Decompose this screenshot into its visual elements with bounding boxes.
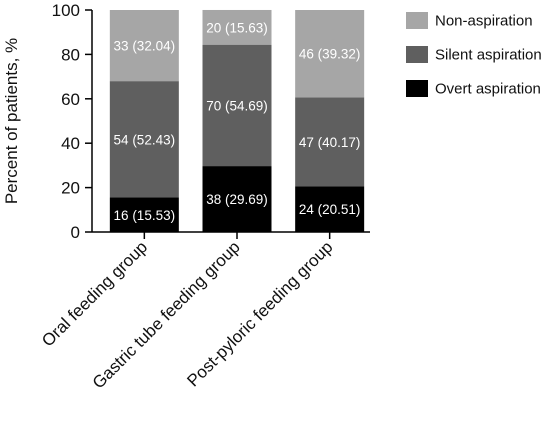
data-label: 24 (20.51) — [299, 202, 361, 217]
bars: 16 (15.53) 54 (52.43) 33 (32.04) 38 (29.69)… — [109, 9, 365, 232]
bar-segment — [295, 186, 365, 232]
legend-label: Non-aspiration — [435, 13, 533, 30]
legend: Non-aspiration Silent aspiration Overt asp… — [406, 12, 542, 98]
y-tick-label: 60 — [61, 90, 80, 109]
data-label: 38 (29.69) — [206, 192, 268, 207]
y-tick-label: 0 — [71, 223, 80, 242]
y-tick-label: 40 — [61, 134, 80, 153]
data-label: 20 (15.63) — [206, 20, 268, 35]
data-label: 70 (54.69) — [206, 98, 268, 113]
bar-segment — [202, 9, 272, 45]
data-label: 33 (32.04) — [114, 39, 176, 54]
bar-segment — [202, 166, 272, 232]
data-label: 16 (15.53) — [114, 208, 176, 223]
bar-segment — [109, 81, 179, 198]
legend-label: Silent aspiration — [435, 47, 542, 64]
legend-swatch — [406, 12, 428, 29]
y-tick-label: 80 — [61, 45, 80, 64]
bar-segment — [295, 97, 365, 187]
data-label: 46 (39.32) — [299, 47, 361, 62]
bar-segment — [295, 10, 365, 98]
data-label: 54 (52.43) — [114, 132, 176, 147]
bar-segment — [109, 197, 179, 232]
y-axis-label: Percent of patients, % — [2, 38, 21, 204]
y-tick-label: 20 — [61, 179, 80, 198]
legend-swatch — [406, 46, 428, 63]
bar-segment — [109, 10, 179, 82]
bar-segment — [202, 44, 272, 167]
legend-swatch — [406, 80, 428, 97]
legend-label: Overt aspiration — [435, 81, 541, 98]
y-tick-label: 100 — [52, 1, 80, 20]
y-axis: 0 20 40 60 80 100 — [52, 1, 93, 242]
data-label: 47 (40.17) — [299, 135, 361, 150]
x-tick-label: Gastric tube feeding group — [89, 237, 244, 392]
